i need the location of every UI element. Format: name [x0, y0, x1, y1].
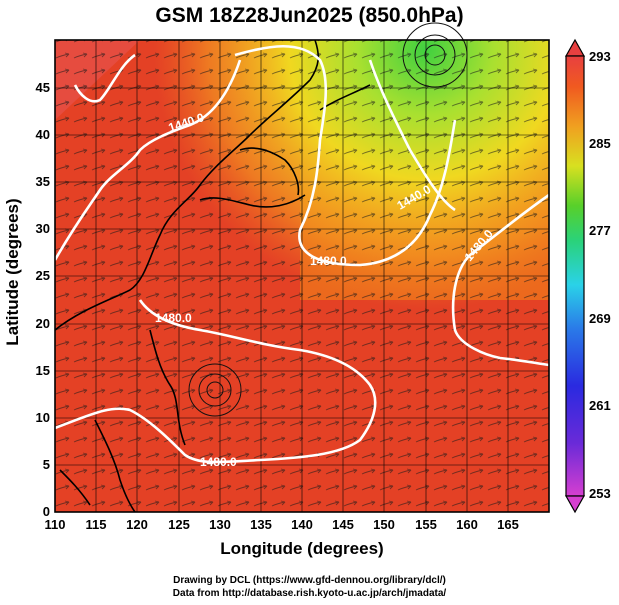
colorbar-tick-label: 269 [589, 311, 611, 326]
x-tick-label: 160 [456, 517, 478, 532]
x-tick-label: 155 [415, 517, 437, 532]
x-tick-label: 165 [497, 517, 519, 532]
y-tick-label: 35 [35, 174, 50, 189]
y-tick-label: 40 [35, 127, 50, 142]
y-tick-label: 10 [35, 410, 50, 425]
colorbar-tick-label: 253 [589, 486, 611, 501]
x-tick-label: 120 [126, 517, 148, 532]
y-axis-label: Latitude (degrees) [3, 198, 22, 346]
circulation-swirls [188, 22, 468, 417]
y-tick-label: 20 [35, 316, 50, 331]
y-tick-label: 0 [42, 504, 50, 519]
contour-label: 1480.0 [155, 311, 192, 325]
figure-title: GSM 18Z28Jun2025 (850.0hPa) [155, 4, 464, 27]
y-tick-label: 45 [35, 80, 50, 95]
colorbar [564, 38, 586, 514]
x-tick-label: 115 [85, 517, 107, 532]
x-tick-label: 135 [250, 517, 272, 532]
x-tick-label: 110 [44, 517, 66, 532]
plot-frame [54, 39, 550, 513]
height-contours [53, 44, 550, 464]
y-tick-label: 25 [35, 268, 50, 283]
gridlines [55, 40, 549, 512]
x-tick-label: 140 [291, 517, 313, 532]
x-tick-label: 125 [168, 517, 190, 532]
colorbar-tick-label: 261 [589, 398, 611, 413]
y-tick-label: 30 [35, 221, 50, 236]
y-tick-label: 15 [35, 363, 50, 378]
credit-data-source: Data from http://database.rish.kyoto-u.a… [172, 588, 447, 599]
colorbar-tick-label: 293 [589, 49, 611, 64]
x-tick-label: 150 [373, 517, 395, 532]
contour-label: 1480.0 [200, 455, 237, 469]
colorbar-tick-label: 285 [589, 136, 611, 151]
y-tick-label: 5 [42, 457, 50, 472]
x-axis-label: Longitude (degrees) [220, 539, 384, 558]
x-tick-label: 145 [332, 517, 354, 532]
credit-drawing: Drawing by DCL (https://www.gfd-dennou.o… [173, 575, 446, 586]
colorbar-tick-label: 277 [589, 223, 611, 238]
x-tick-label: 130 [209, 517, 231, 532]
contour-label: 1480.0 [310, 254, 347, 268]
